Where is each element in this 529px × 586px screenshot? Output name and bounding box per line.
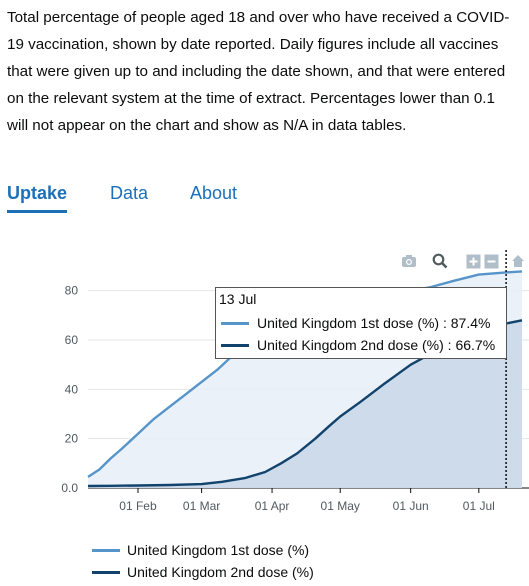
y-tick-label: 20 xyxy=(65,432,79,446)
x-tick-label: 01 May xyxy=(321,499,360,513)
x-tick-label: 01 Apr xyxy=(255,499,290,513)
y-tick-label: 80 xyxy=(65,284,79,298)
tab-uptake[interactable]: Uptake xyxy=(7,183,68,213)
tooltip-swatch-second-dose xyxy=(221,343,249,347)
chart-description: Total percentage of people aged 18 and o… xyxy=(7,9,510,134)
tab-about[interactable]: About xyxy=(190,183,238,203)
tab-bar: Uptake Data About xyxy=(0,183,529,217)
tooltip-swatch-first-dose xyxy=(221,321,249,325)
tab-data[interactable]: Data xyxy=(110,183,149,203)
x-tick-label: 01 Mar xyxy=(183,499,220,513)
series-area-2 xyxy=(88,320,522,488)
zoom-icon[interactable] xyxy=(431,252,449,270)
x-tick-label: 01 Feb xyxy=(119,499,157,513)
zoom-out-icon[interactable] xyxy=(482,252,500,270)
tooltip-date: 13 Jul xyxy=(219,291,257,307)
tooltip-row-second-dose: United Kingdom 2nd dose (%) : 66.7% xyxy=(221,336,495,354)
hover-tooltip: 13 Jul United Kingdom 1st dose (%) : 87.… xyxy=(215,287,507,359)
legend-label-first-dose: United Kingdom 1st dose (%) xyxy=(127,542,310,558)
legend-item-first-dose[interactable]: United Kingdom 1st dose (%) xyxy=(92,539,314,561)
y-tick-label: 40 xyxy=(65,382,79,396)
legend-item-second-dose[interactable]: United Kingdom 2nd dose (%) xyxy=(92,561,314,583)
chart-legend: United Kingdom 1st dose (%) United Kingd… xyxy=(92,539,314,583)
zoom-in-icon[interactable] xyxy=(464,252,482,270)
tooltip-text-first-dose: United Kingdom 1st dose (%) : 87.4% xyxy=(257,315,491,331)
y-tick-label: 60 xyxy=(65,333,79,347)
legend-label-second-dose: United Kingdom 2nd dose (%) xyxy=(127,564,314,580)
legend-swatch-second-dose xyxy=(92,570,120,574)
tooltip-text-second-dose: United Kingdom 2nd dose (%) : 66.7% xyxy=(257,337,496,353)
y-tick-label: 0.0 xyxy=(61,481,78,495)
x-tick-label: 01 Jun xyxy=(393,499,429,513)
x-tick-label: 01 Jul xyxy=(463,499,495,513)
legend-swatch-first-dose xyxy=(92,548,120,552)
x-axis-ticks: 01 Feb 01 Mar 01 Apr 01 May 01 Jun 01 Jul xyxy=(119,488,495,513)
home-icon[interactable] xyxy=(511,252,525,270)
tooltip-row-first-dose: United Kingdom 1st dose (%) : 87.4% xyxy=(221,314,490,332)
y-axis-ticks: 0.0 20 40 60 80 xyxy=(61,284,78,495)
camera-icon[interactable] xyxy=(400,252,418,270)
